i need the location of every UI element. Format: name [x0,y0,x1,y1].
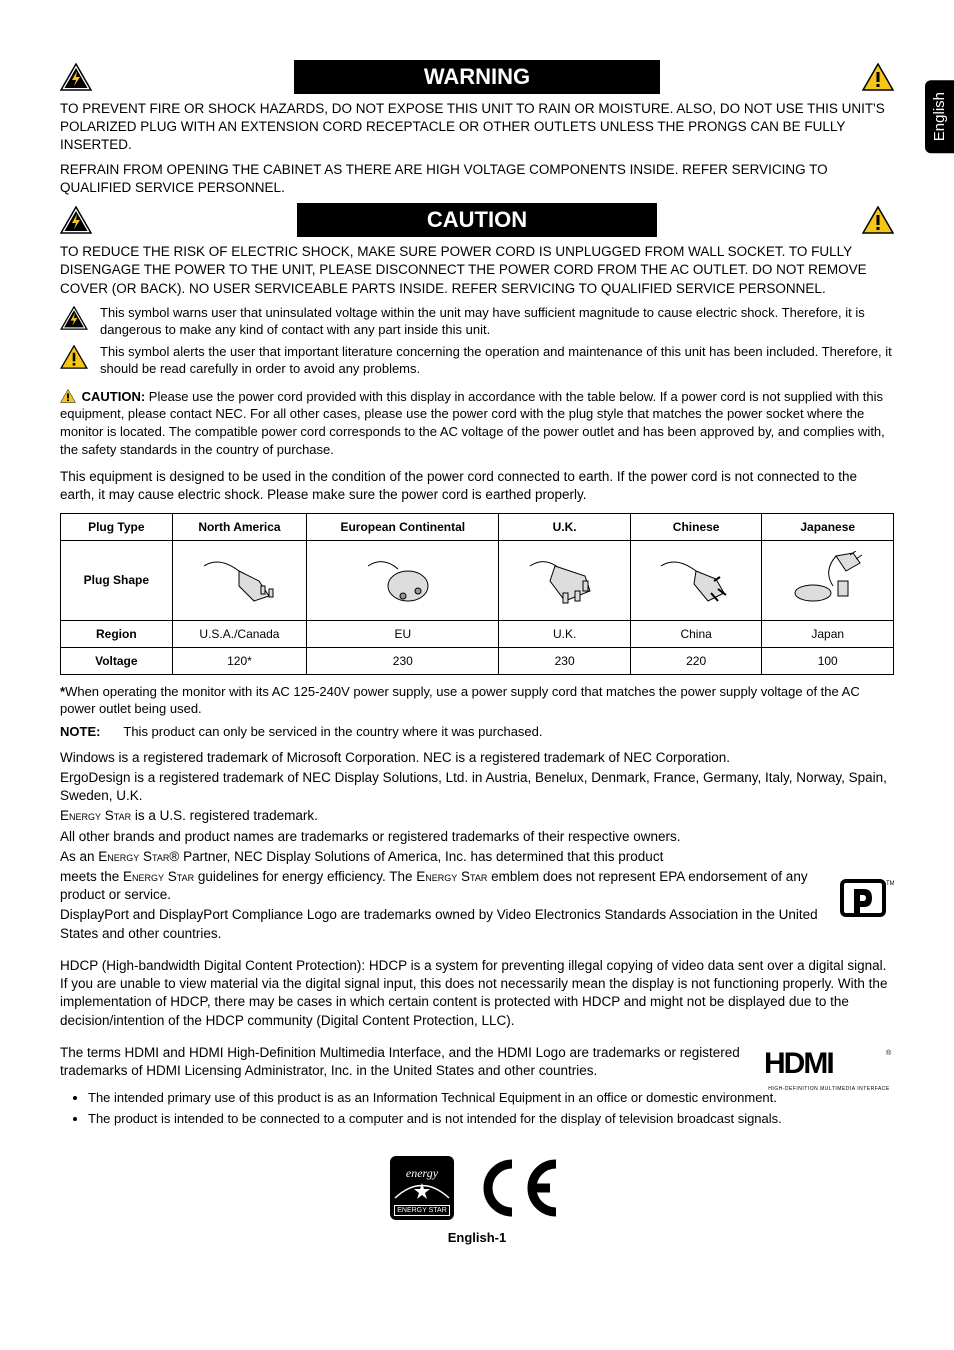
plug-shape-eu [307,540,499,620]
footnote: *When operating the monitor with its AC … [60,683,894,718]
plug-table: Plug Type North America European Contine… [60,513,894,675]
hdmi-logo-icon: HDMI ® HIGH-DEFINITION MULTIMEDIA INTERF… [764,1047,894,1092]
caution-header-row: CAUTION [60,203,894,237]
td-voltage: 120* [172,647,307,674]
caution-cord-para: CAUTION: Please use the power cord provi… [60,388,894,458]
displayport-logo-icon: TM [840,877,894,919]
plug-shape-jp [762,540,894,620]
svg-text:TM: TM [886,881,894,887]
caution-cord-label: CAUTION: [82,389,146,404]
td-voltage: 230 [307,647,499,674]
ce-mark-icon [474,1156,564,1220]
td-voltage: 220 [630,647,762,674]
symbol-text-2: This symbol alerts the user that importa… [100,343,894,378]
shock-symbol-icon [60,306,88,330]
symbol-explain-1: This symbol warns user that uninsulated … [60,304,894,339]
tm-p6c: guidelines for energy efficiency. The [194,869,416,884]
note-text: This product can only be serviced in the… [123,724,542,739]
energy-star-logo-icon: energy ENERGY STAR [390,1156,454,1220]
plug-shape-cn [630,540,762,620]
th-eu: European Continental [307,513,499,540]
alert-caution-icon [862,206,894,234]
th-voltage: Voltage [61,647,173,674]
trademark-block: TM HDMI ® HIGH-DEFINITION MULTIMEDIA INT… [60,749,894,1081]
plug-shape-na [172,540,307,620]
list-item: The product is intended to be connected … [88,1111,894,1126]
td-region: Japan [762,620,894,647]
tm-p7: DisplayPort and DisplayPort Compliance L… [60,906,894,942]
th-na: North America [172,513,307,540]
table-row: Voltage 120* 230 230 220 100 [61,647,894,674]
svg-text:HDMI: HDMI [764,1047,833,1079]
alert-symbol-icon [60,345,88,369]
page: English WARNING TO PREVENT FIRE OR SHOCK… [0,0,954,1275]
bullet-list: The intended primary use of this product… [60,1090,894,1126]
th-uk: U.K. [499,513,631,540]
td-region: China [630,620,762,647]
tm-p5: As an Energy Star® Partner, NEC Display … [60,848,894,866]
td-region: EU [307,620,499,647]
certification-row: energy ENERGY STAR [60,1156,894,1220]
note-label: NOTE: [60,724,120,739]
energy-star-label: ENERGY STAR [394,1205,450,1216]
th-region: Region [61,620,173,647]
alert-warning-icon [862,63,894,91]
shock-caution-icon [60,206,92,234]
table-row: Plug Type North America European Contine… [61,513,894,540]
table-row: Region U.S.A./Canada EU U.K. China Japan [61,620,894,647]
symbol-text-1: This symbol warns user that uninsulated … [100,304,894,339]
hdmi-subtext: HIGH-DEFINITION MULTIMEDIA INTERFACE [764,1086,894,1092]
table-row: Plug Shape [61,540,894,620]
energy-star-text: Energy Star [60,808,131,823]
warning-text-2: REFRAIN FROM OPENING THE CABINET AS THER… [60,161,894,197]
td-voltage: 230 [499,647,631,674]
tm-p4: All other brands and product names are t… [60,828,894,846]
warning-header-row: WARNING [60,60,894,94]
th-plug-shape: Plug Shape [61,540,173,620]
tm-p6a: meets the [60,869,123,884]
caution-cord-text: Please use the power cord provided with … [60,389,885,457]
list-item: The intended primary use of this product… [88,1090,894,1105]
warning-banner: WARNING [294,60,660,94]
energy-star-text: Energy Star [123,869,194,884]
th-cn: Chinese [630,513,762,540]
tm-p6: meets the Energy Star guidelines for ene… [60,868,894,904]
note-line: NOTE: This product can only be serviced … [60,724,894,739]
earth-para: This equipment is designed to be used in… [60,468,894,504]
tm-p5a: As an [60,849,98,864]
energy-star-text: Energy Star [416,869,487,884]
th-plug-type: Plug Type [61,513,173,540]
tm-p8: HDCP (High-bandwidth Digital Content Pro… [60,957,894,1030]
energy-star-text: Energy Star [98,849,169,864]
td-region: U.K. [499,620,631,647]
symbol-explain-2: This symbol alerts the user that importa… [60,343,894,378]
tm-p1: Windows is a registered trademark of Mic… [60,749,894,767]
tm-p2: ErgoDesign is a registered trademark of … [60,769,894,805]
language-tab: English [925,80,954,153]
page-number: English-1 [60,1230,894,1245]
tm-p5c: ® Partner, NEC Display Solutions of Amer… [169,849,663,864]
svg-text:®: ® [886,1049,892,1057]
caution-text-1: TO REDUCE THE RISK OF ELECTRIC SHOCK, MA… [60,243,894,298]
th-jp: Japanese [762,513,894,540]
shock-warning-icon [60,63,92,91]
tm-p3: Energy Star is a U.S. registered tradema… [60,807,894,825]
td-region: U.S.A./Canada [172,620,307,647]
td-voltage: 100 [762,647,894,674]
plug-shape-uk [499,540,631,620]
alert-tiny-icon [60,389,76,403]
tm-p3b: is a U.S. registered trademark. [131,808,318,823]
footnote-text: When operating the monitor with its AC 1… [60,684,860,717]
caution-banner: CAUTION [297,203,657,237]
warning-text-1: TO PREVENT FIRE OR SHOCK HAZARDS, DO NOT… [60,100,894,155]
